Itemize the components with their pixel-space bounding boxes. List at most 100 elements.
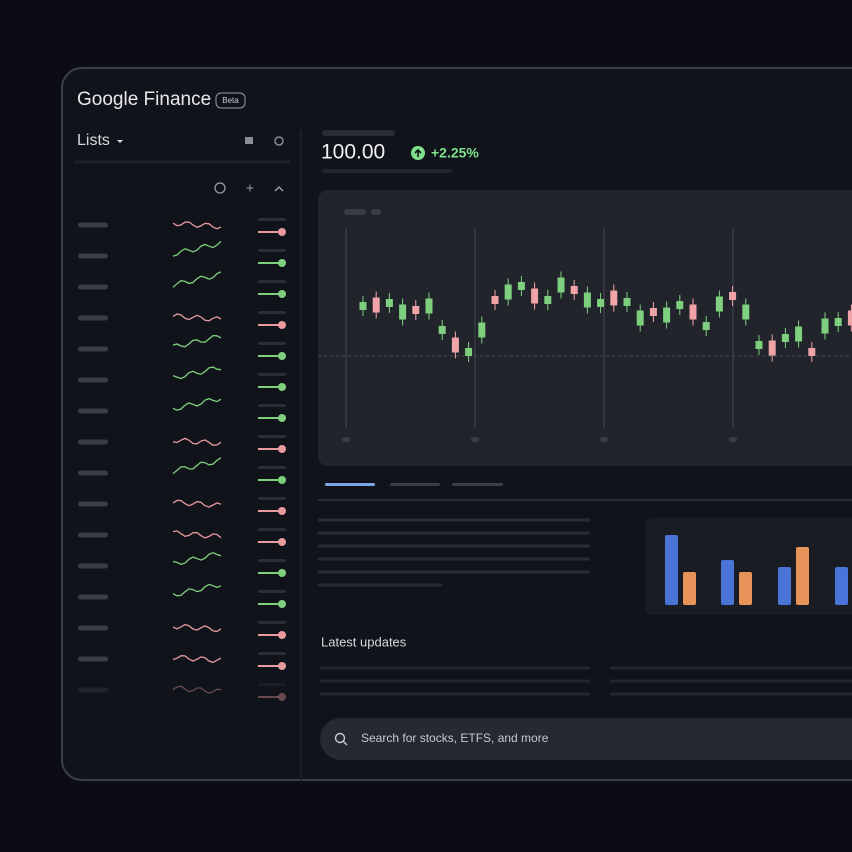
brand: Google Finance bbox=[77, 89, 211, 110]
candle bbox=[597, 299, 605, 307]
candle bbox=[412, 306, 420, 314]
candle bbox=[821, 318, 829, 334]
placeholder bbox=[258, 404, 286, 407]
symbol-placeholder bbox=[78, 222, 108, 228]
sparkline bbox=[172, 313, 222, 322]
bar bbox=[739, 572, 752, 605]
placeholder bbox=[344, 209, 366, 215]
symbol-placeholder bbox=[78, 315, 108, 321]
candle bbox=[517, 282, 525, 290]
placeholder bbox=[322, 169, 452, 173]
candle bbox=[531, 288, 539, 304]
candle bbox=[808, 348, 816, 356]
placeholder bbox=[258, 466, 286, 469]
sparkline bbox=[172, 499, 222, 508]
sparkline bbox=[172, 551, 222, 565]
line-placeholder bbox=[318, 583, 442, 587]
change-dot bbox=[278, 631, 286, 639]
change-dot bbox=[278, 445, 286, 453]
sparkline bbox=[172, 685, 222, 694]
sparkline bbox=[172, 271, 222, 288]
bar-chart bbox=[665, 535, 848, 605]
sparkline bbox=[172, 397, 222, 411]
candle bbox=[570, 286, 578, 294]
placeholder bbox=[258, 218, 286, 221]
text-placeholders bbox=[318, 518, 852, 696]
lists-title[interactable]: Lists bbox=[77, 132, 110, 149]
name-placeholder bbox=[322, 130, 395, 136]
symbol-placeholder bbox=[78, 346, 108, 352]
change-dot bbox=[278, 414, 286, 422]
change-dot bbox=[278, 259, 286, 267]
candle bbox=[557, 277, 565, 293]
icon-collapse[interactable] bbox=[274, 185, 284, 192]
icon-info[interactable] bbox=[214, 182, 226, 194]
candle bbox=[768, 340, 776, 356]
tab[interactable] bbox=[452, 483, 503, 486]
axis-placeholder bbox=[342, 437, 350, 442]
sparkline bbox=[172, 221, 222, 230]
placeholder bbox=[258, 249, 286, 252]
sparkline bbox=[172, 530, 222, 539]
candle bbox=[465, 348, 473, 356]
candle bbox=[425, 298, 433, 314]
candle bbox=[649, 308, 657, 316]
candle bbox=[755, 341, 763, 349]
line-placeholder bbox=[320, 666, 590, 670]
symbol-placeholder bbox=[78, 439, 108, 445]
candle bbox=[504, 284, 512, 300]
bar bbox=[835, 567, 848, 605]
symbol-placeholder bbox=[78, 532, 108, 538]
candle bbox=[478, 322, 486, 338]
candle bbox=[742, 304, 750, 320]
search-icon bbox=[334, 732, 346, 744]
candle bbox=[359, 302, 367, 310]
tab-active[interactable] bbox=[325, 483, 375, 486]
symbol-placeholder bbox=[78, 377, 108, 383]
candle bbox=[729, 292, 737, 300]
candle bbox=[715, 296, 723, 312]
placeholder bbox=[258, 311, 286, 314]
search-placeholder[interactable]: Search for stocks, ETFS, and more bbox=[361, 731, 549, 745]
change-dot bbox=[278, 662, 286, 670]
line-placeholder bbox=[318, 531, 590, 535]
change-dot bbox=[278, 507, 286, 515]
dropdown-caret[interactable] bbox=[117, 140, 123, 143]
sparkline bbox=[172, 240, 222, 257]
price-change: +2.25% bbox=[431, 145, 479, 161]
sparkline bbox=[172, 334, 222, 348]
candle bbox=[676, 301, 684, 309]
chart-panel bbox=[318, 190, 852, 466]
change-dot bbox=[278, 352, 286, 360]
bar bbox=[796, 547, 809, 605]
candlestick-chart bbox=[342, 228, 852, 442]
change-dot bbox=[278, 290, 286, 298]
placeholder bbox=[258, 280, 286, 283]
line-placeholder bbox=[318, 570, 590, 574]
tab[interactable] bbox=[390, 483, 440, 486]
symbol-placeholder bbox=[78, 656, 108, 662]
sparkline bbox=[172, 623, 222, 633]
change-dot bbox=[278, 476, 286, 484]
symbol-placeholder bbox=[78, 625, 108, 631]
axis-placeholder bbox=[729, 437, 737, 442]
search-bar[interactable] bbox=[320, 718, 852, 760]
line-placeholder bbox=[318, 557, 590, 561]
symbol-placeholder bbox=[78, 687, 108, 693]
updates-title: Latest updates bbox=[321, 634, 407, 649]
icon-refresh[interactable] bbox=[274, 136, 284, 146]
search-icon-handle bbox=[342, 740, 348, 746]
change-dot bbox=[278, 383, 286, 391]
axis-placeholder bbox=[600, 437, 608, 442]
sparkline bbox=[172, 366, 222, 380]
placeholder bbox=[258, 621, 286, 624]
placeholder bbox=[258, 528, 286, 531]
candle bbox=[781, 334, 789, 342]
bar bbox=[683, 572, 696, 605]
sparkline bbox=[172, 437, 222, 446]
badge: Beta bbox=[222, 96, 239, 105]
icon-add-list[interactable] bbox=[245, 137, 253, 144]
bar bbox=[721, 560, 734, 605]
icon-plus[interactable]: + bbox=[246, 180, 254, 196]
